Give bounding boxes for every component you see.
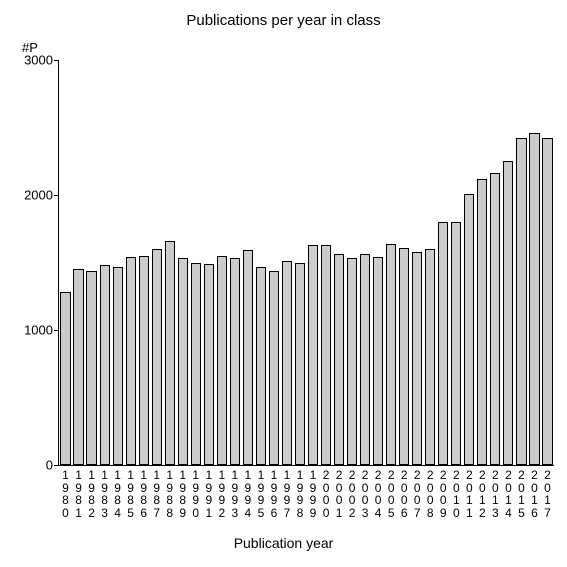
y-tick <box>54 195 59 196</box>
x-tick-label: 1 9 9 5 <box>255 469 267 519</box>
bar <box>334 254 344 465</box>
bar <box>386 244 396 465</box>
bar <box>113 267 123 465</box>
x-tick-label: 2 0 0 4 <box>372 469 384 519</box>
x-tick-label: 2 0 0 1 <box>333 469 345 519</box>
x-tick-label: 2 0 1 4 <box>502 469 514 519</box>
x-tick-label: 2 0 0 7 <box>411 469 423 519</box>
bar <box>399 248 409 465</box>
bar <box>490 173 500 465</box>
x-tick-label: 2 0 1 0 <box>450 469 462 519</box>
x-tick-label: 2 0 1 6 <box>528 469 540 519</box>
x-tick-label: 2 0 1 7 <box>541 469 553 519</box>
x-tick-label: 1 9 8 3 <box>99 469 111 519</box>
x-tick-label: 1 9 8 5 <box>125 469 137 519</box>
bar <box>464 194 474 465</box>
bar <box>139 256 149 465</box>
x-tick-label: 2 0 1 5 <box>515 469 527 519</box>
bar <box>516 138 526 465</box>
bar <box>542 138 552 465</box>
x-tick-label: 1 9 9 8 <box>294 469 306 519</box>
bar <box>204 264 214 465</box>
bar <box>126 257 136 465</box>
x-tick-label: 1 9 9 1 <box>203 469 215 519</box>
y-tick <box>54 60 59 61</box>
bar <box>230 258 240 465</box>
plot-area: 1 9 8 01 9 8 11 9 8 21 9 8 31 9 8 41 9 8… <box>58 60 554 466</box>
x-tick-label: 1 9 9 6 <box>268 469 280 519</box>
bar <box>425 249 435 465</box>
bar <box>165 241 175 465</box>
x-tick-label: 2 0 0 6 <box>398 469 410 519</box>
bar <box>100 265 110 465</box>
x-tick-label: 1 9 8 9 <box>177 469 189 519</box>
bar <box>529 133 539 465</box>
y-tick-label: 0 <box>46 458 53 473</box>
bar <box>282 261 292 465</box>
bar <box>295 263 305 466</box>
bar <box>451 222 461 465</box>
x-tick-label: 2 0 1 2 <box>476 469 488 519</box>
y-tick-label: 2000 <box>24 188 53 203</box>
x-tick-label: 1 9 9 2 <box>216 469 228 519</box>
bar <box>60 292 70 465</box>
y-tick-label: 1000 <box>24 323 53 338</box>
bar <box>73 269 83 465</box>
bar <box>321 245 331 465</box>
x-tick-label: 1 9 8 0 <box>60 469 72 519</box>
x-tick-label: 1 9 9 0 <box>190 469 202 519</box>
bar <box>360 254 370 465</box>
x-tick-label: 2 0 0 2 <box>346 469 358 519</box>
x-tick-label: 2 0 0 3 <box>359 469 371 519</box>
bar <box>477 179 487 465</box>
bar <box>217 256 227 465</box>
x-tick-label: 2 0 0 0 <box>320 469 332 519</box>
bar <box>178 258 188 465</box>
x-tick-label: 1 9 8 4 <box>112 469 124 519</box>
bar <box>86 271 96 465</box>
bar <box>243 250 253 465</box>
x-tick-label: 2 0 0 8 <box>424 469 436 519</box>
chart-title: Publications per year in class <box>0 12 567 29</box>
y-tick <box>54 330 59 331</box>
x-tick-label: 2 0 0 5 <box>385 469 397 519</box>
x-tick-label: 1 9 9 9 <box>307 469 319 519</box>
y-tick <box>54 465 59 466</box>
x-tick-label: 1 9 8 1 <box>73 469 85 519</box>
y-tick-label: 3000 <box>24 53 53 68</box>
bar <box>438 222 448 465</box>
x-tick-label: 1 9 8 2 <box>86 469 98 519</box>
x-tick-label: 2 0 1 3 <box>489 469 501 519</box>
chart-container: Publications per year in class #P 1 9 8 … <box>0 0 567 567</box>
x-tick-label: 1 9 9 7 <box>281 469 293 519</box>
bar <box>412 252 422 465</box>
x-axis-title: Publication year <box>0 535 567 551</box>
bar <box>347 258 357 465</box>
x-tick-label: 1 9 8 7 <box>151 469 163 519</box>
x-tick-label: 2 0 1 1 <box>463 469 475 519</box>
bar <box>256 267 266 465</box>
x-tick-label: 1 9 9 3 <box>229 469 241 519</box>
bar <box>373 257 383 465</box>
bars-group <box>59 60 554 465</box>
bar <box>191 263 201 466</box>
x-tick-label: 1 9 8 8 <box>164 469 176 519</box>
bar <box>269 271 279 465</box>
x-tick-label: 2 0 0 9 <box>437 469 449 519</box>
bar <box>152 249 162 465</box>
bar <box>308 245 318 465</box>
x-tick-label: 1 9 8 6 <box>138 469 150 519</box>
bar <box>503 161 513 465</box>
x-tick-label: 1 9 9 4 <box>242 469 254 519</box>
